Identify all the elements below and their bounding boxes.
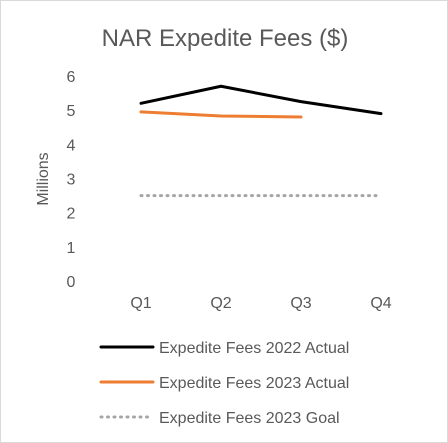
series-line-1: [139, 84, 383, 116]
legend-label: Expedite Fees 2023 Goal: [159, 410, 340, 427]
y-tick-label: 6: [67, 69, 76, 86]
y-tick-label: 5: [67, 103, 76, 120]
series-line-2: [139, 110, 303, 119]
legend: Expedite Fees 2022 Actual Expedite Fees 2…: [99, 340, 349, 427]
legend-label: Expedite Fees 2023 Actual: [159, 375, 349, 392]
x-axis-ticks: Q1 Q2 Q3 Q4: [130, 295, 391, 312]
plot-series: [139, 84, 383, 198]
y-tick-label: 4: [67, 137, 76, 154]
x-tick-label: Q1: [130, 295, 151, 312]
y-tick-label: 3: [67, 172, 76, 189]
x-tick-label: Q4: [370, 295, 391, 312]
y-axis-label: Millions: [35, 152, 52, 205]
y-tick-label: 2: [67, 206, 76, 223]
x-tick-label: Q2: [210, 295, 231, 312]
x-tick-label: Q3: [290, 295, 311, 312]
y-tick-label: 1: [67, 240, 76, 257]
y-axis-ticks: 0 1 2 3 4 5 6: [67, 69, 76, 291]
chart-title: NAR Expedite Fees ($): [102, 25, 349, 52]
y-tick-label: 0: [67, 274, 76, 291]
legend-label: Expedite Fees 2022 Actual: [159, 340, 349, 357]
